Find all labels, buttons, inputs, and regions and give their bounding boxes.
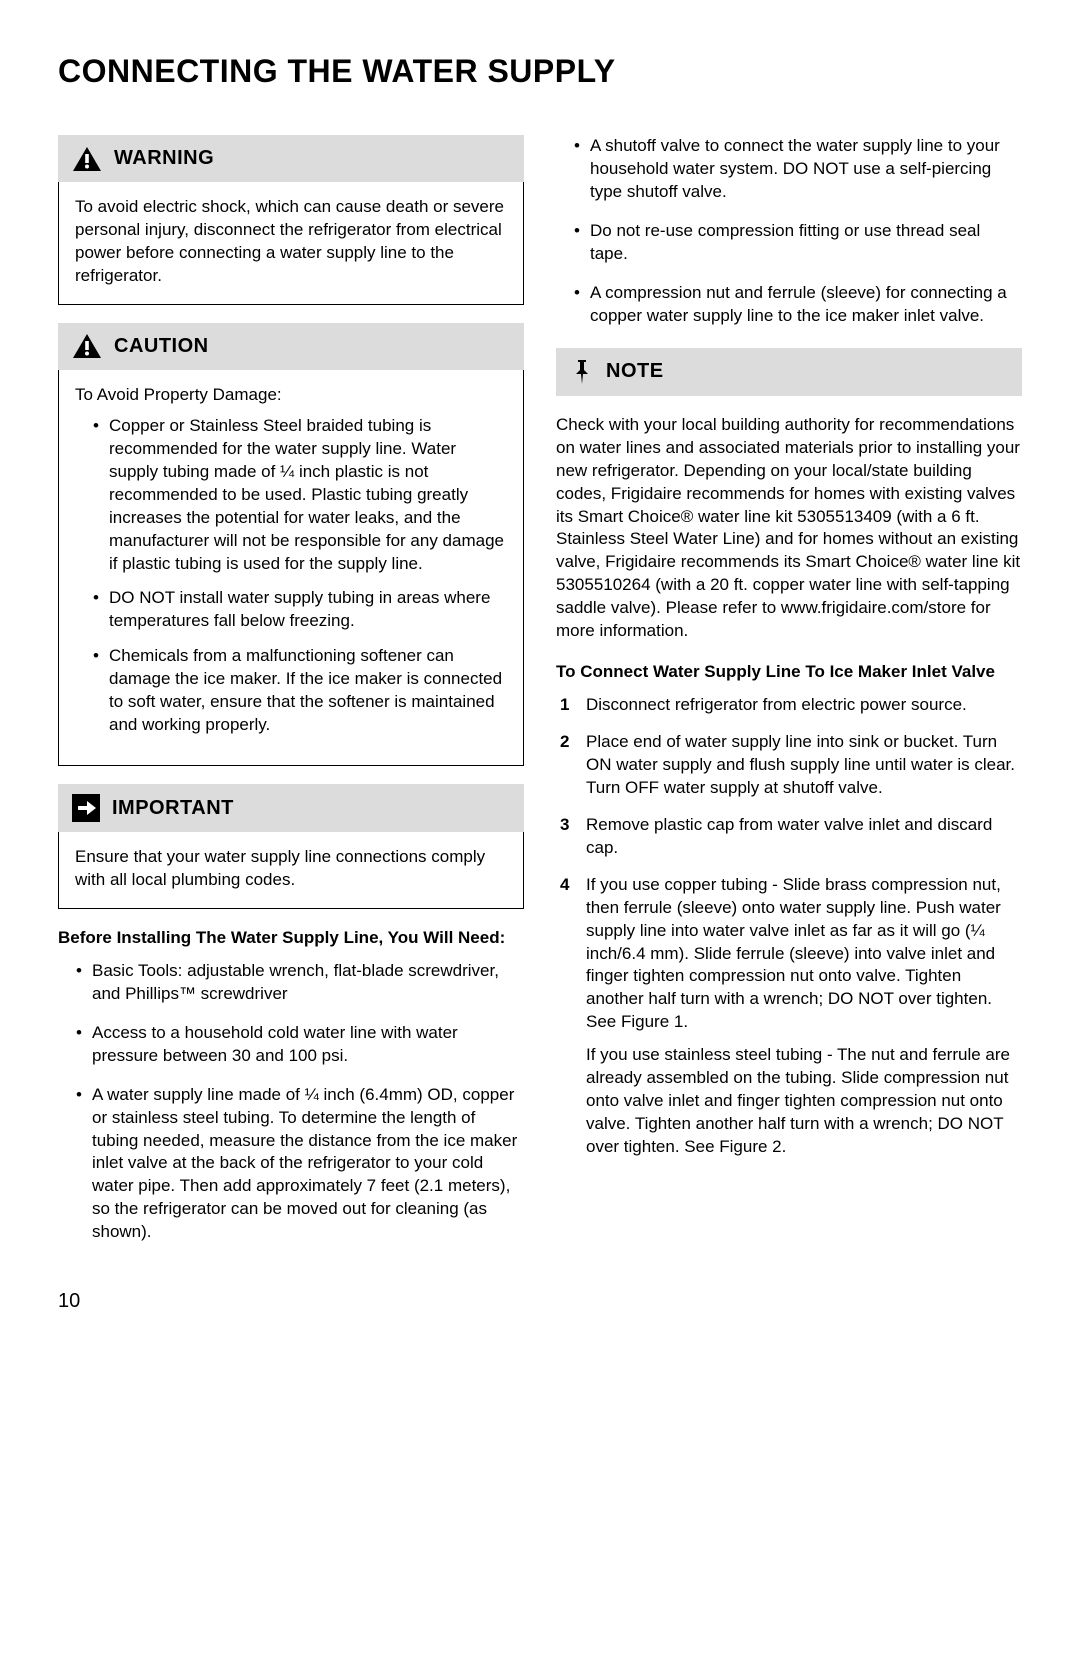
cont-list-block: A shutoff valve to connect the water sup…: [556, 135, 1022, 328]
list-item: A compression nut and ferrule (sleeve) f…: [574, 282, 1022, 328]
before-heading: Before Installing The Water Supply Line,…: [58, 927, 524, 950]
pushpin-icon: [570, 358, 594, 386]
important-body: Ensure that your water supply line conne…: [58, 832, 524, 909]
important-label: IMPORTANT: [112, 795, 234, 822]
caution-block: CAUTION To Avoid Property Damage: Copper…: [58, 323, 524, 766]
warning-block: WARNING To avoid electric shock, which c…: [58, 135, 524, 305]
list-item: Basic Tools: adjustable wrench, flat-bla…: [76, 960, 524, 1006]
list-item: A water supply line made of ¼ inch (6.4m…: [76, 1084, 524, 1245]
step-item: Disconnect refrigerator from electric po…: [556, 694, 1022, 717]
connect-heading: To Connect Water Supply Line To Ice Make…: [556, 661, 1022, 684]
list-item: Chemicals from a malfunctioning softener…: [93, 645, 507, 737]
step-item: Remove plastic cap from water valve inle…: [556, 814, 1022, 860]
list-item: DO NOT install water supply tubing in ar…: [93, 587, 507, 633]
step-item: Place end of water supply line into sink…: [556, 731, 1022, 800]
important-header: IMPORTANT: [58, 784, 524, 832]
note-body: Check with your local building authority…: [556, 414, 1022, 643]
caution-header: CAUTION: [58, 323, 524, 370]
right-column: A shutoff valve to connect the water sup…: [556, 135, 1022, 1260]
note-label: NOTE: [606, 358, 664, 385]
caution-label: CAUTION: [114, 333, 209, 360]
important-block: IMPORTANT Ensure that your water supply …: [58, 784, 524, 909]
step-4-extra: If you use stainless steel tubing - The …: [556, 1044, 1022, 1159]
list-item: Copper or Stainless Steel braided tubing…: [93, 415, 507, 576]
caution-body: To Avoid Property Damage: Copper or Stai…: [58, 370, 524, 766]
step-item: If you use copper tubing - Slide brass c…: [556, 874, 1022, 1035]
list-item: A shutoff valve to connect the water sup…: [574, 135, 1022, 204]
warning-triangle-icon: [72, 146, 102, 172]
caution-intro: To Avoid Property Damage:: [75, 384, 507, 407]
connect-steps: Disconnect refrigerator from electric po…: [556, 694, 1022, 1034]
caution-list: Copper or Stainless Steel braided tubing…: [75, 415, 507, 737]
note-block: NOTE: [556, 348, 1022, 396]
list-item: Do not re-use compression fitting or use…: [574, 220, 1022, 266]
page-title: CONNECTING THE WATER SUPPLY: [58, 50, 1022, 93]
left-column: WARNING To avoid electric shock, which c…: [58, 135, 524, 1260]
caution-triangle-icon: [72, 333, 102, 359]
arrow-right-icon: [72, 794, 100, 822]
warning-label: WARNING: [114, 145, 214, 172]
page-number: 10: [58, 1288, 1022, 1315]
before-list: Basic Tools: adjustable wrench, flat-bla…: [58, 960, 524, 1244]
content-columns: WARNING To avoid electric shock, which c…: [58, 135, 1022, 1260]
list-item: Access to a household cold water line wi…: [76, 1022, 524, 1068]
warning-header: WARNING: [58, 135, 524, 182]
cont-list: A shutoff valve to connect the water sup…: [556, 135, 1022, 328]
warning-body: To avoid electric shock, which can cause…: [58, 182, 524, 305]
note-header: NOTE: [556, 348, 1022, 396]
